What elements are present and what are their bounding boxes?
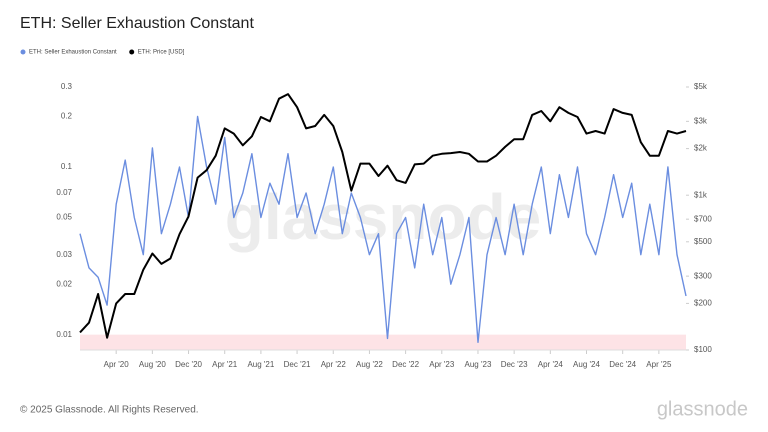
series-line bbox=[79, 115, 687, 343]
x-tick-label: Apr '24 bbox=[538, 360, 564, 369]
highlight-band bbox=[80, 334, 686, 350]
series-line bbox=[79, 93, 687, 339]
y-tick-label: 0.03 bbox=[56, 250, 72, 259]
x-tick-label: Aug '23 bbox=[465, 360, 492, 369]
x-tick-label: Dec '24 bbox=[609, 360, 636, 369]
y2-tick-label: $100 bbox=[694, 345, 712, 354]
logo: glassnode bbox=[657, 398, 748, 420]
x-tick-label: Apr '20 bbox=[104, 360, 130, 369]
x-tick-label: Aug '21 bbox=[247, 360, 274, 369]
y2-tick-label: $5k bbox=[694, 82, 708, 91]
x-tick-label: Apr '22 bbox=[321, 360, 347, 369]
x-tick-label: Apr '25 bbox=[646, 360, 672, 369]
x-tick-label: Aug '20 bbox=[139, 360, 166, 369]
legend-label: ETH: Price [USD] bbox=[138, 50, 185, 56]
y2-tick-label: $2k bbox=[694, 144, 708, 153]
y2-tick-label: $500 bbox=[694, 237, 712, 246]
x-tick-label: Dec '21 bbox=[284, 360, 311, 369]
y-tick-label: 0.3 bbox=[61, 82, 73, 91]
x-tick-label: Apr '23 bbox=[429, 360, 455, 369]
legend-label: ETH: Seller Exhaustion Constant bbox=[29, 50, 117, 56]
y-tick-label: 0.2 bbox=[61, 112, 73, 121]
y-tick-label: 0.1 bbox=[61, 162, 73, 171]
legend-marker bbox=[129, 49, 135, 55]
y2-tick-label: $200 bbox=[694, 299, 712, 308]
y2-tick-label: $1k bbox=[694, 190, 708, 199]
y2-tick-label: $300 bbox=[694, 271, 712, 280]
y-tick-label: 0.01 bbox=[56, 330, 72, 339]
x-tick-label: Apr '21 bbox=[212, 360, 238, 369]
x-tick-label: Dec '23 bbox=[501, 360, 528, 369]
y2-tick-label: $700 bbox=[694, 214, 712, 223]
y-tick-label: 0.05 bbox=[56, 213, 72, 222]
y-tick-label: 0.02 bbox=[56, 279, 72, 288]
chart-title: ETH: Seller Exhaustion Constant bbox=[20, 15, 254, 32]
copyright: © 2025 Glassnode. All Rights Reserved. bbox=[20, 405, 199, 416]
legend-marker bbox=[20, 49, 26, 55]
x-tick-label: Dec '22 bbox=[392, 360, 419, 369]
x-tick-label: Aug '24 bbox=[573, 360, 600, 369]
watermark: glassnode bbox=[225, 181, 542, 253]
y2-tick-label: $3k bbox=[694, 116, 708, 125]
y-tick-label: 0.07 bbox=[56, 188, 72, 197]
x-tick-label: Aug '22 bbox=[356, 360, 383, 369]
x-tick-label: Dec '20 bbox=[175, 360, 202, 369]
